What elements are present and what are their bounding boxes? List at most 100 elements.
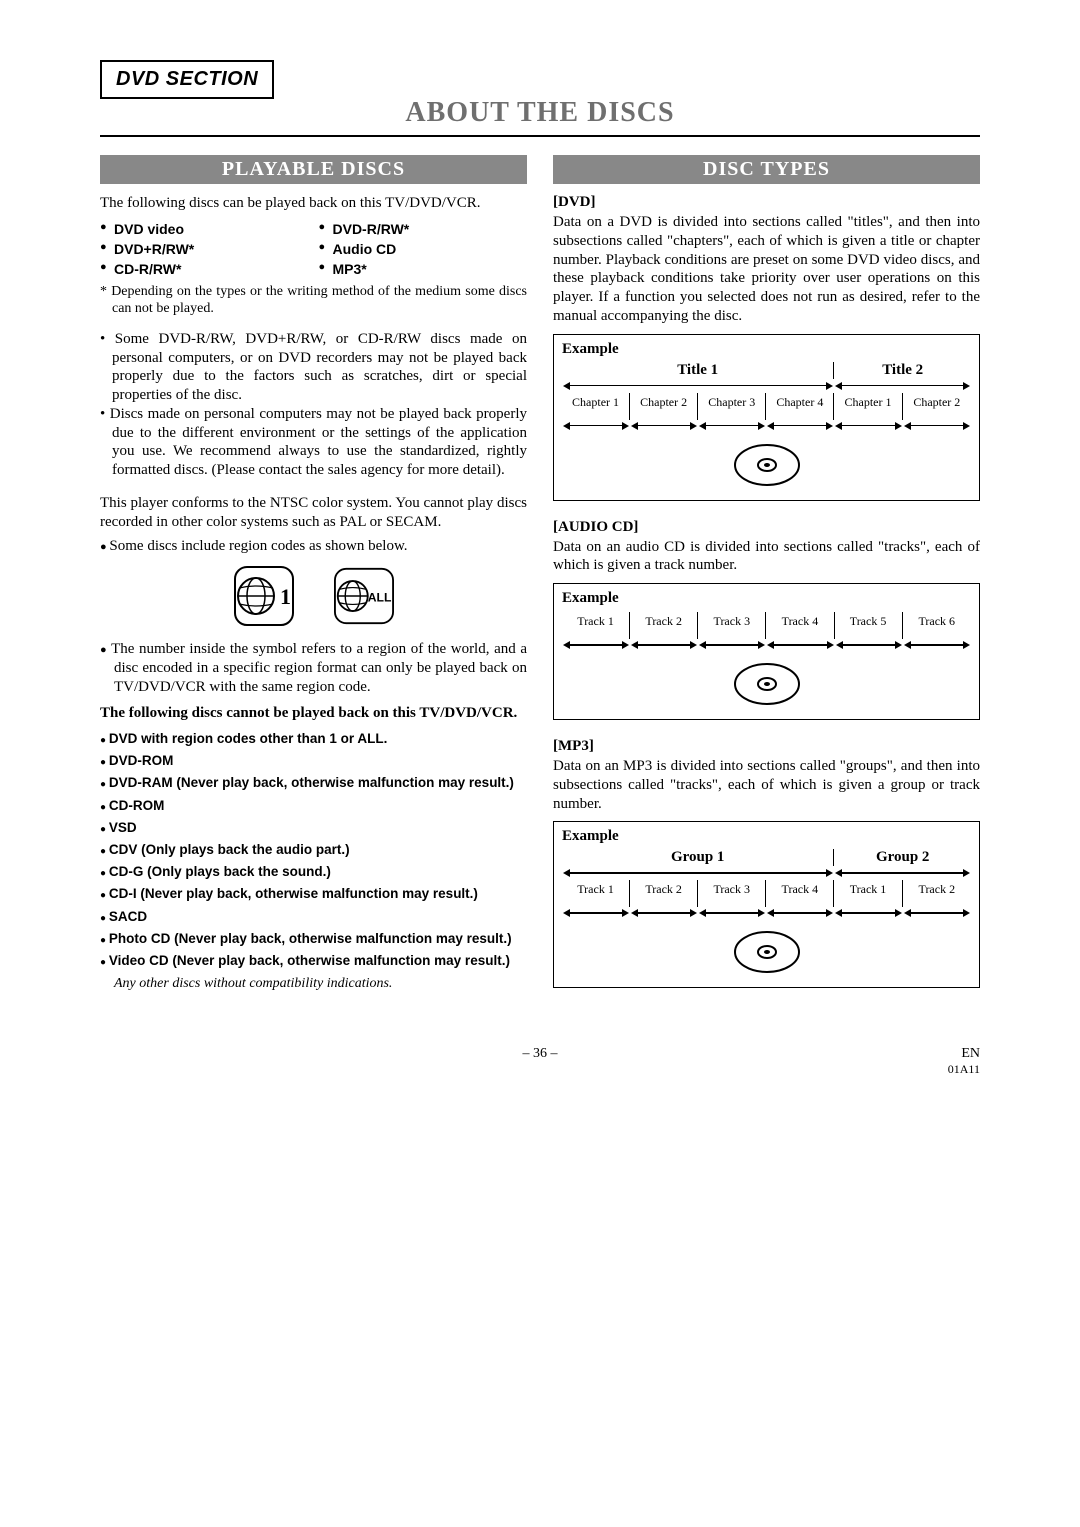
- example-label: Example: [562, 590, 971, 607]
- globe-region-all-icon: ALL: [334, 566, 394, 626]
- right-column: DISC TYPES [DVD] Data on a DVD is divide…: [553, 155, 980, 1006]
- footer-lang: EN: [948, 1046, 980, 1062]
- not-playable: CD-G (Only plays back the sound.): [100, 864, 527, 880]
- segment-arrow: [698, 639, 766, 651]
- segment-label: Chapter 2: [630, 393, 698, 420]
- not-playable-list: DVD with region codes other than 1 or AL…: [100, 731, 527, 969]
- example-label: Example: [562, 341, 971, 358]
- playable-intro: The following discs can be played back o…: [100, 194, 527, 213]
- mp3-tracks-row: Track 1Track 2Track 3Track 4Track 1Track…: [562, 879, 971, 907]
- svg-text:1: 1: [280, 584, 291, 609]
- segment-label: Title 2: [834, 362, 971, 379]
- content-columns: PLAYABLE DISCS The following discs can b…: [100, 155, 980, 1006]
- not-playable: SACD: [100, 909, 527, 925]
- segment-label: Track 2: [903, 880, 971, 907]
- playable-discs-heading: PLAYABLE DISCS: [100, 155, 527, 184]
- disc-type: CD-R/RW*: [100, 261, 309, 277]
- example-label: Example: [562, 828, 971, 845]
- segment-label: Track 1: [562, 612, 630, 639]
- segment-label: Track 6: [903, 612, 971, 639]
- segment-arrow: [834, 420, 902, 432]
- segment-label: Track 2: [630, 612, 698, 639]
- segment-label: Chapter 4: [766, 393, 834, 420]
- segment-arrow: [903, 420, 971, 432]
- segment-label: Track 3: [698, 612, 766, 639]
- dvd-label: [DVD]: [553, 194, 980, 211]
- segment-arrow: [903, 639, 971, 651]
- svg-text:ALL: ALL: [367, 591, 391, 605]
- mp3-groups-row: Group 1Group 2: [562, 849, 971, 867]
- not-playable: CD-ROM: [100, 798, 527, 814]
- cannot-play-heading: The following discs cannot be played bac…: [100, 704, 527, 723]
- disc-type: DVD video: [100, 221, 309, 237]
- segment-label: Track 2: [630, 880, 698, 907]
- segment-arrow: [766, 420, 834, 432]
- dvd-titles-row: Title 1Title 2: [562, 362, 971, 380]
- dvd-chapters-row: Chapter 1Chapter 2Chapter 3Chapter 4Chap…: [562, 392, 971, 420]
- playable-types-grid: DVD video DVD-R/RW* DVD+R/RW* Audio CD C…: [100, 221, 527, 277]
- dvd-section-tab: DVD SECTION: [100, 60, 274, 99]
- segment-arrow: [562, 380, 834, 392]
- mp3-label: [MP3]: [553, 738, 980, 755]
- segment-arrow: [562, 867, 834, 879]
- segment-arrow: [630, 420, 698, 432]
- not-playable: DVD-RAM (Never play back, otherwise malf…: [100, 775, 527, 791]
- left-column: PLAYABLE DISCS The following discs can b…: [100, 155, 527, 1006]
- segment-label: Track 1: [562, 880, 630, 907]
- segment-arrow: [766, 907, 834, 919]
- segment-arrow: [698, 907, 766, 919]
- segment-arrow: [903, 907, 971, 919]
- region-globes: 1 ALL: [100, 566, 527, 626]
- mp3-group-arrows: [562, 867, 971, 879]
- audiocd-description: Data on an audio CD is divided into sect…: [553, 538, 980, 576]
- page-number: – 36 –: [100, 1046, 980, 1062]
- not-playable: CD-I (Never play back, otherwise malfunc…: [100, 886, 527, 902]
- footer-code: 01A11: [948, 1062, 980, 1077]
- region-explanation: The number inside the symbol refers to a…: [100, 640, 527, 696]
- page-footer: – 36 – EN 01A11: [100, 1046, 980, 1086]
- segment-label: Group 1: [562, 849, 834, 866]
- disc-icon: [732, 659, 802, 709]
- segment-arrow: [562, 420, 630, 432]
- segment-arrow: [766, 639, 834, 651]
- disc-types-heading: DISC TYPES: [553, 155, 980, 184]
- segment-label: Track 3: [698, 880, 766, 907]
- title-rule: [100, 135, 980, 137]
- disc-type: DVD+R/RW*: [100, 241, 309, 257]
- segment-label: Chapter 1: [562, 393, 630, 420]
- not-playable: DVD-ROM: [100, 753, 527, 769]
- segment-arrow: [562, 907, 630, 919]
- disc-type: DVD-R/RW*: [319, 221, 528, 237]
- segment-label: Track 4: [766, 612, 834, 639]
- not-playable: Photo CD (Never play back, otherwise mal…: [100, 931, 527, 947]
- segment-label: Chapter 3: [698, 393, 766, 420]
- segment-label: Group 2: [834, 849, 971, 866]
- segment-arrow: [835, 639, 903, 651]
- not-playable: VSD: [100, 820, 527, 836]
- caveat: Some DVD-R/RW, DVD+R/RW, or CD-R/RW disc…: [100, 330, 527, 405]
- dvd-chapter-arrows: [562, 420, 971, 432]
- audio-arrows: [562, 639, 971, 651]
- not-playable: CDV (Only plays back the audio part.): [100, 842, 527, 858]
- mp3-arrows: [562, 907, 971, 919]
- segment-arrow: [562, 639, 630, 651]
- not-playable: DVD with region codes other than 1 or AL…: [100, 731, 527, 747]
- page-title: ABOUT THE DISCS: [100, 97, 980, 129]
- segment-arrow: [834, 867, 971, 879]
- audiocd-example-box: Example Track 1Track 2Track 3Track 4Trac…: [553, 583, 980, 720]
- globe-region-1-icon: 1: [234, 566, 294, 626]
- segment-arrow: [630, 907, 698, 919]
- disc-icon: [732, 927, 802, 977]
- ntsc-note: This player conforms to the NTSC color s…: [100, 494, 527, 532]
- dvd-title-arrows: [562, 380, 971, 392]
- disc-type: Audio CD: [319, 241, 528, 257]
- audio-tracks-row: Track 1Track 2Track 3Track 4Track 5Track…: [562, 611, 971, 639]
- caveat: Discs made on personal computers may not…: [100, 405, 527, 480]
- segment-label: Chapter 1: [834, 393, 902, 420]
- segment-label: Track 4: [766, 880, 834, 907]
- mp3-description: Data on an MP3 is divided into sections …: [553, 757, 980, 813]
- disc-icon: [732, 440, 802, 490]
- segment-label: Title 1: [562, 362, 834, 379]
- not-playable: Video CD (Never play back, otherwise mal…: [100, 953, 527, 969]
- segment-arrow: [630, 639, 698, 651]
